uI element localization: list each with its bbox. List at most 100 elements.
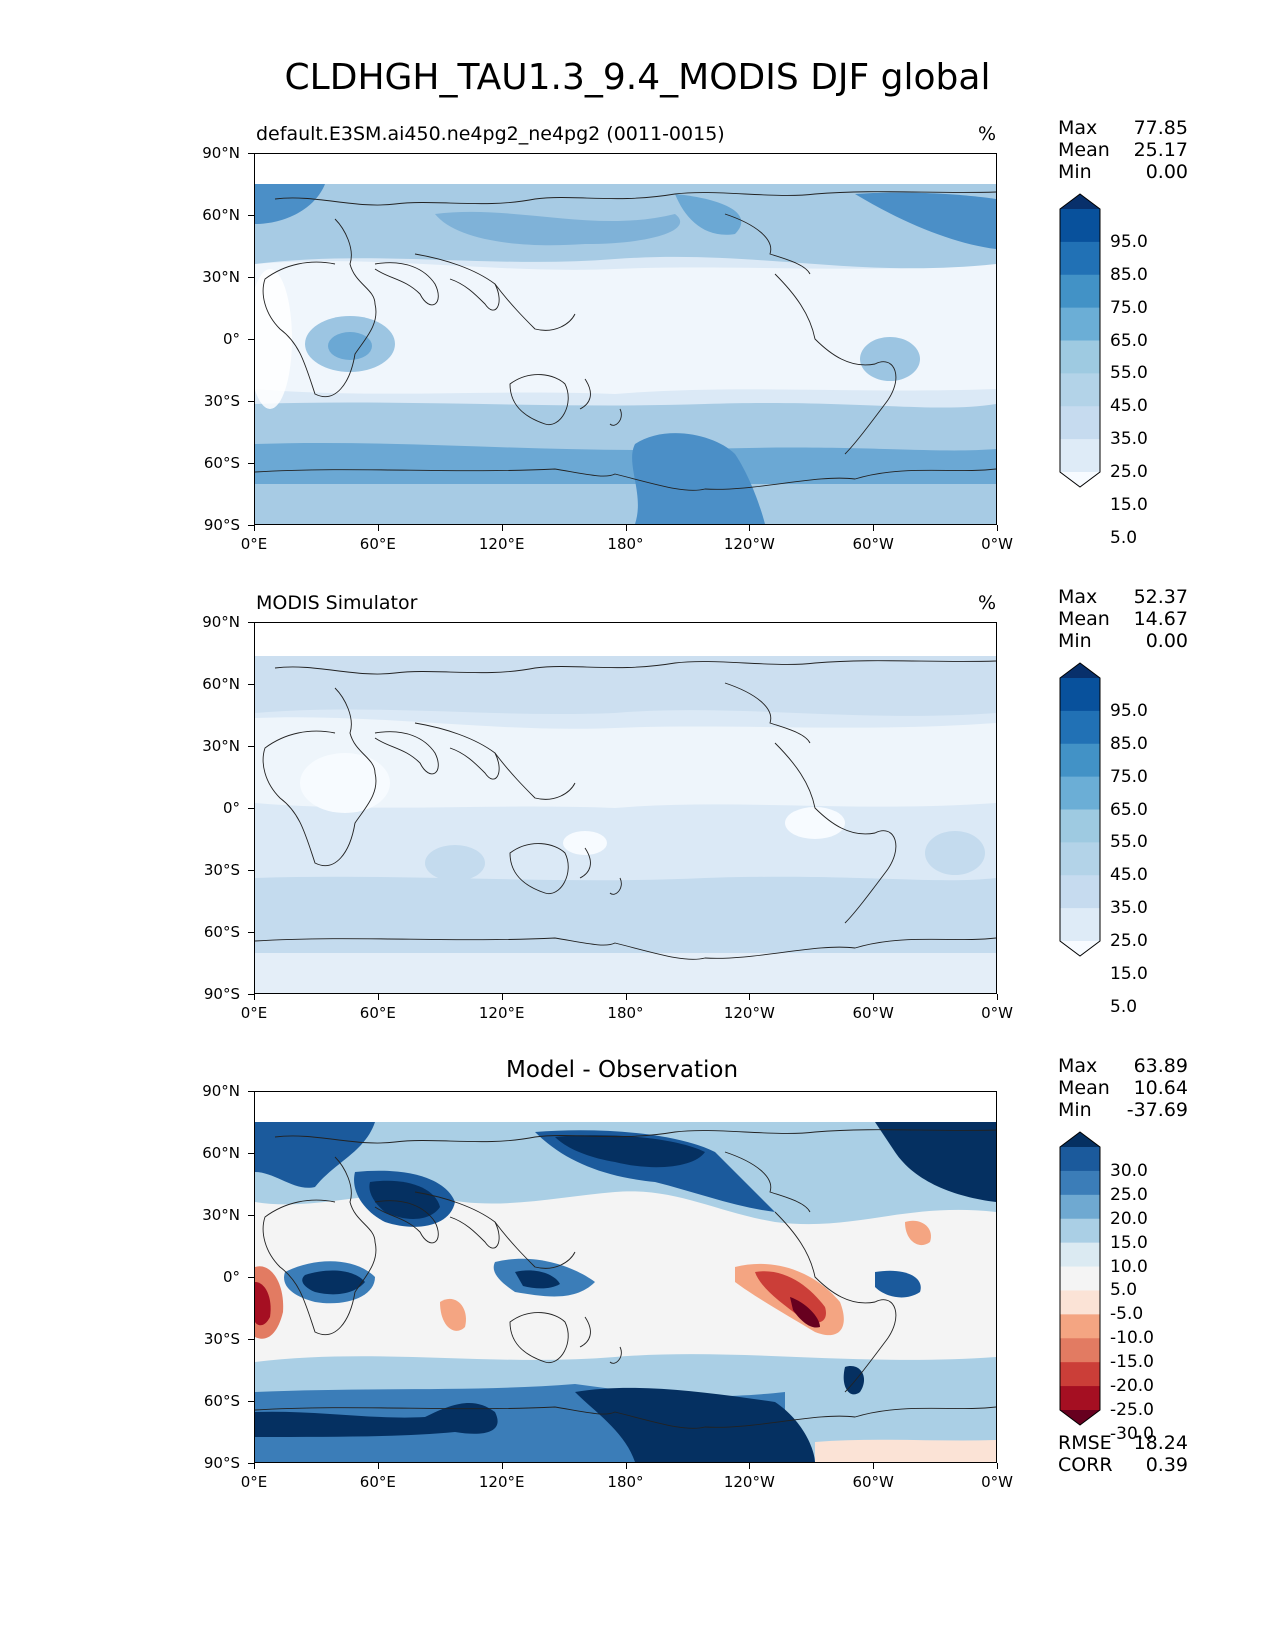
panel-1-map (254, 153, 997, 525)
lon-tick-mark (749, 525, 751, 531)
panel-3-map (254, 1091, 997, 1463)
lat-tick-mark (248, 994, 254, 995)
colorbar-tick-label: 15.0 (1110, 1232, 1148, 1253)
lat-tick-mark (248, 1215, 254, 1216)
colorbar-segment (1060, 241, 1100, 276)
lon-tick-mark (997, 994, 998, 1000)
stat-max-label: Max (1058, 1055, 1098, 1077)
lon-tick-label: 120°W (723, 535, 775, 553)
colorbar-tick-label: 5.0 (1110, 996, 1138, 1017)
colorbar-tick-label: 75.0 (1110, 766, 1148, 787)
lat-tick-label: 60°S (203, 923, 240, 941)
colorbar-tick-label: -25.0 (1110, 1400, 1154, 1420)
stat-min-value: 0.00 (1145, 630, 1188, 652)
lat-tick-label: 60°S (203, 1392, 240, 1410)
stat-max-value: 77.85 (1133, 117, 1188, 139)
lat-tick-label: 60°S (203, 454, 240, 472)
lat-tick-label: 30°S (203, 392, 240, 410)
colorbar-tick-label: -20.0 (1110, 1376, 1154, 1397)
lon-tick-label: 120°E (478, 535, 525, 553)
lat-tick-label: 60°N (202, 1144, 240, 1162)
stat-max-value: 63.89 (1133, 1055, 1188, 1077)
stat-min-value: -37.69 (1126, 1099, 1188, 1121)
colorbar-tick-label: 95.0 (1110, 231, 1148, 252)
lon-tick-label: 180° (607, 1473, 644, 1491)
colorbar-tick-label: 10.0 (1110, 1256, 1148, 1277)
colorbar-segment (1060, 307, 1100, 341)
rmse-label: RMSE (1058, 1432, 1112, 1454)
colorbar-segment (1060, 209, 1100, 243)
lon-tick-mark (625, 525, 627, 531)
lon-tick-mark (377, 994, 379, 1000)
colorbar-outline (1059, 1131, 1101, 1426)
lon-tick-mark (749, 1463, 751, 1469)
lat-tick-mark (248, 1401, 254, 1402)
lat-tick-mark (248, 870, 254, 871)
lat-tick-label: 0° (222, 1268, 240, 1286)
stat-mean-value: 10.64 (1133, 1077, 1188, 1099)
lon-tick-mark (749, 994, 751, 1000)
colorbar-extend-min (1060, 472, 1100, 487)
lon-tick-label: 60°E (359, 535, 396, 553)
lat-tick-mark (248, 277, 254, 278)
colorbar-segment (1060, 1314, 1100, 1339)
colorbar-tick-label: 95.0 (1110, 700, 1148, 721)
lat-tick-mark (248, 153, 254, 154)
colorbar-tick-label: 75.0 (1110, 297, 1148, 318)
colorbar-tick-label: -5.0 (1110, 1304, 1144, 1325)
lat-tick-mark (248, 401, 254, 402)
lon-tick-label: 120°W (723, 1473, 775, 1491)
colorbar-segment (1060, 1170, 1100, 1196)
lon-tick-label: 180° (607, 1004, 644, 1022)
lat-tick-label: 30°S (203, 1330, 240, 1348)
colorbar-tick-label: 35.0 (1110, 429, 1148, 450)
lat-tick-mark (248, 746, 254, 747)
panel-2-colorbar (1059, 662, 1101, 957)
colorbar-tick-label: 45.0 (1110, 865, 1148, 886)
colorbar-tick-label: 5.0 (1110, 527, 1138, 548)
stat-min-label: Min (1058, 1099, 1092, 1121)
colorbar-segment (1060, 1147, 1100, 1172)
lon-tick-mark (501, 1463, 503, 1469)
colorbar-tick-label: 45.0 (1110, 396, 1148, 417)
lat-tick-mark (248, 1339, 254, 1340)
colorbar-segment (1060, 274, 1100, 309)
lon-tick-mark (254, 1463, 255, 1469)
panel-2-map (254, 622, 997, 994)
lat-tick-mark (248, 1463, 254, 1464)
panel-3-map-svg (255, 1092, 996, 1462)
colorbar-extend-min (1060, 1410, 1100, 1425)
lat-tick-mark (248, 215, 254, 216)
colorbar-segment (1060, 1194, 1100, 1220)
colorbar-segment (1060, 743, 1100, 778)
stat-max-label: Max (1058, 586, 1098, 608)
lat-tick-mark (248, 932, 254, 933)
stat-mean-label: Mean (1058, 608, 1110, 630)
lon-tick-label: 120°W (723, 1004, 775, 1022)
colorbar-outline (1059, 193, 1101, 488)
lon-tick-mark (377, 525, 379, 531)
colorbar-tick-label: 35.0 (1110, 898, 1148, 919)
stat-max-value: 52.37 (1133, 586, 1188, 608)
lon-tick-label: 0°W (981, 535, 1013, 553)
colorbar-tick-label: 30.0 (1110, 1160, 1148, 1181)
lat-tick-mark (248, 525, 254, 526)
panel-3-stats: Max 63.89 Mean 10.64 Min -37.69 (1058, 1055, 1188, 1121)
colorbar-segment (1060, 776, 1100, 810)
stat-min-value: 0.00 (1145, 161, 1188, 183)
lat-tick-mark (248, 808, 254, 809)
lon-tick-label: 0°E (240, 1004, 268, 1022)
corr-label: CORR (1058, 1454, 1113, 1476)
lat-tick-label: 30°N (202, 1206, 240, 1224)
lat-tick-mark (248, 1091, 254, 1092)
lon-tick-mark (377, 1463, 379, 1469)
stat-mean-label: Mean (1058, 1077, 1110, 1099)
colorbar-extend-min (1060, 941, 1100, 956)
lon-tick-mark (501, 525, 503, 531)
lon-tick-mark (625, 994, 627, 1000)
lon-tick-mark (625, 1463, 627, 1469)
stat-max-label: Max (1058, 117, 1098, 139)
colorbar-extend-max (1060, 1132, 1100, 1147)
colorbar-segment (1060, 406, 1100, 440)
lat-tick-label: 90°N (202, 144, 240, 162)
